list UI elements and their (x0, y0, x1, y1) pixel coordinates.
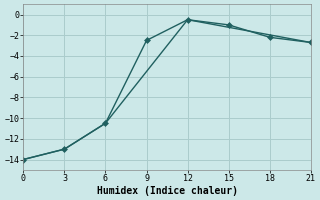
X-axis label: Humidex (Indice chaleur): Humidex (Indice chaleur) (97, 186, 237, 196)
